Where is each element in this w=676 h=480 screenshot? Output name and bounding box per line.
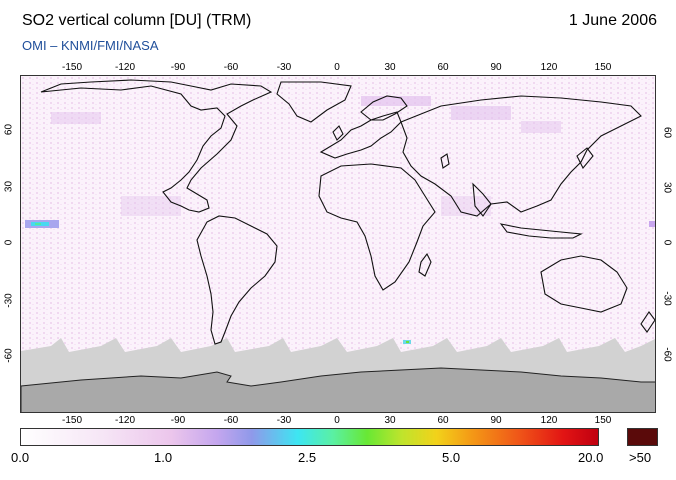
colorbar-overflow-swatch: [627, 428, 658, 446]
colorbar-label: 1.0: [154, 450, 173, 465]
lat-tick-label: -60: [3, 348, 15, 363]
lon-tick-label: 30: [384, 62, 396, 73]
lon-tick-label: 60: [437, 62, 449, 73]
lat-tick-label: 30: [661, 181, 673, 194]
lat-tick-label: 60: [3, 123, 15, 136]
lat-tick-label: -60: [661, 347, 673, 362]
lon-tick-label: -60: [223, 415, 239, 426]
lon-tick-label: -90: [170, 62, 186, 73]
lat-tick-label: 60: [661, 126, 673, 139]
lat-tick-label: 30: [3, 180, 15, 193]
lat-tick-label: -30: [661, 291, 673, 306]
lon-tick-label: -90: [170, 415, 186, 426]
colorbar-label: 2.5: [298, 450, 317, 465]
map-title: SO2 vertical column [DU] (TRM): [22, 12, 252, 29]
world-map: [20, 75, 656, 413]
colorbar-label: 20.0: [578, 450, 604, 465]
lat-tick-label: 0: [661, 239, 673, 246]
lon-tick-label: 150: [594, 415, 612, 426]
lat-tick-label: -30: [3, 293, 15, 308]
map-subtitle: OMI – KNMI/FMI/NASA: [22, 38, 159, 53]
lon-tick-label: -150: [61, 415, 82, 426]
lon-tick-label: -150: [61, 62, 82, 73]
lon-tick-label: 150: [594, 62, 612, 73]
lon-tick-label: 90: [490, 415, 502, 426]
so2-field: [21, 76, 655, 356]
lon-tick-label: 90: [490, 62, 502, 73]
lon-tick-label: -30: [276, 62, 292, 73]
lon-tick-label: 120: [540, 415, 558, 426]
lon-tick-label: 120: [540, 62, 558, 73]
lon-tick-label: 60: [437, 415, 449, 426]
colorbar-label: 5.0: [442, 450, 461, 465]
antarctica-landmass: [21, 367, 655, 412]
map-date: 1 June 2006: [568, 12, 657, 29]
lon-tick-label: -30: [276, 415, 292, 426]
so2-volcanic-plume: [25, 220, 655, 344]
coastlines: [40, 79, 655, 345]
lon-tick-label: 0: [334, 62, 340, 73]
lon-tick-label: -120: [114, 62, 135, 73]
lon-tick-label: -60: [223, 62, 239, 73]
lon-tick-label: -120: [114, 415, 135, 426]
lat-tick-label: 0: [3, 239, 15, 246]
world-map-canvas: [21, 76, 655, 412]
colorbar-overflow-label: >50: [629, 450, 652, 465]
lon-tick-label: 0: [334, 415, 340, 426]
colorbar-label: 0.0: [11, 450, 30, 465]
colorbar-gradient: [20, 428, 599, 446]
lon-tick-label: 30: [384, 415, 396, 426]
